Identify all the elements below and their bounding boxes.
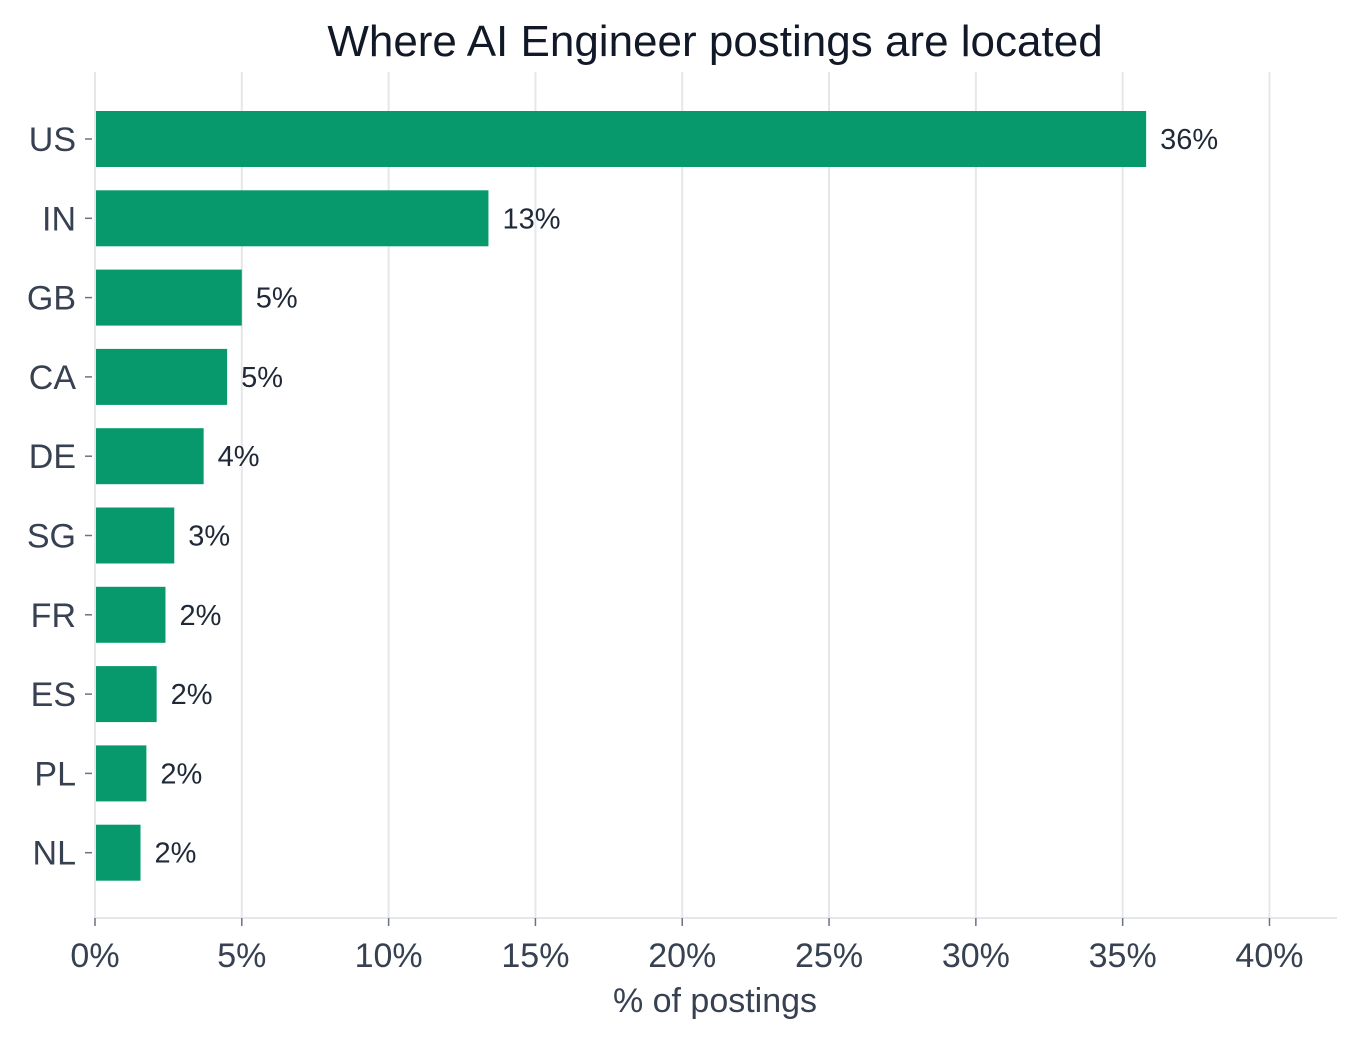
axes bbox=[94, 72, 1337, 919]
data-label-sg: 3% bbox=[188, 521, 230, 553]
x-tick-label: 30% bbox=[942, 937, 1010, 975]
data-label-us: 36% bbox=[1160, 124, 1218, 156]
bar-ca bbox=[96, 348, 228, 405]
bars bbox=[96, 111, 1147, 881]
bar-us bbox=[96, 111, 1147, 167]
bar-es bbox=[96, 666, 157, 723]
x-tick-label: 0% bbox=[70, 937, 119, 975]
y-tick-label-ca: CA bbox=[29, 359, 77, 397]
y-tick-label-pl: PL bbox=[34, 755, 76, 793]
y-tick-label-gb: GB bbox=[27, 280, 76, 318]
data-label-es: 2% bbox=[171, 679, 213, 711]
y-tick-label-us: US bbox=[29, 121, 76, 159]
data-label-gb: 5% bbox=[256, 283, 298, 315]
x-tick-label: 10% bbox=[355, 937, 423, 975]
bar-de bbox=[96, 428, 204, 485]
y-tick-label-de: DE bbox=[29, 438, 76, 476]
data-labels: 36% 13% 5% 5% 4% 3% 2% 2% 2% 2% bbox=[155, 124, 1219, 870]
x-axis-label: % of postings bbox=[613, 982, 817, 1020]
y-tick-label-nl: NL bbox=[33, 835, 76, 873]
bar-sg bbox=[96, 507, 175, 564]
y-tick-label-es: ES bbox=[31, 676, 76, 714]
data-label-fr: 2% bbox=[179, 600, 221, 632]
chart-title: Where AI Engineer postings are located bbox=[327, 17, 1102, 66]
y-tick-label-in: IN bbox=[42, 200, 76, 238]
data-label-nl: 2% bbox=[155, 838, 197, 870]
x-axis-ticks: 0% 5% 10% 15% 20% 25% 30% 35% 40% bbox=[70, 918, 1303, 975]
data-label-pl: 2% bbox=[160, 758, 202, 790]
x-tick-label: 35% bbox=[1089, 937, 1157, 975]
y-tick-label-fr: FR bbox=[31, 597, 76, 635]
y-axis-ticks: US IN GB CA DE SG FR ES PL NL bbox=[27, 121, 92, 873]
bar-in bbox=[96, 190, 489, 247]
x-tick-label: 5% bbox=[217, 937, 266, 975]
bar-gb bbox=[96, 269, 242, 326]
x-tick-label: 20% bbox=[648, 937, 716, 975]
y-tick-label-sg: SG bbox=[27, 518, 76, 556]
bar-nl bbox=[96, 824, 141, 881]
data-label-in: 13% bbox=[502, 203, 560, 235]
x-tick-label: 40% bbox=[1235, 937, 1303, 975]
x-tick-label: 15% bbox=[501, 937, 569, 975]
bar-pl bbox=[96, 745, 147, 802]
x-tick-label: 25% bbox=[795, 937, 863, 975]
data-label-de: 4% bbox=[218, 441, 260, 473]
data-label-ca: 5% bbox=[241, 362, 283, 394]
bar-fr bbox=[96, 586, 166, 643]
